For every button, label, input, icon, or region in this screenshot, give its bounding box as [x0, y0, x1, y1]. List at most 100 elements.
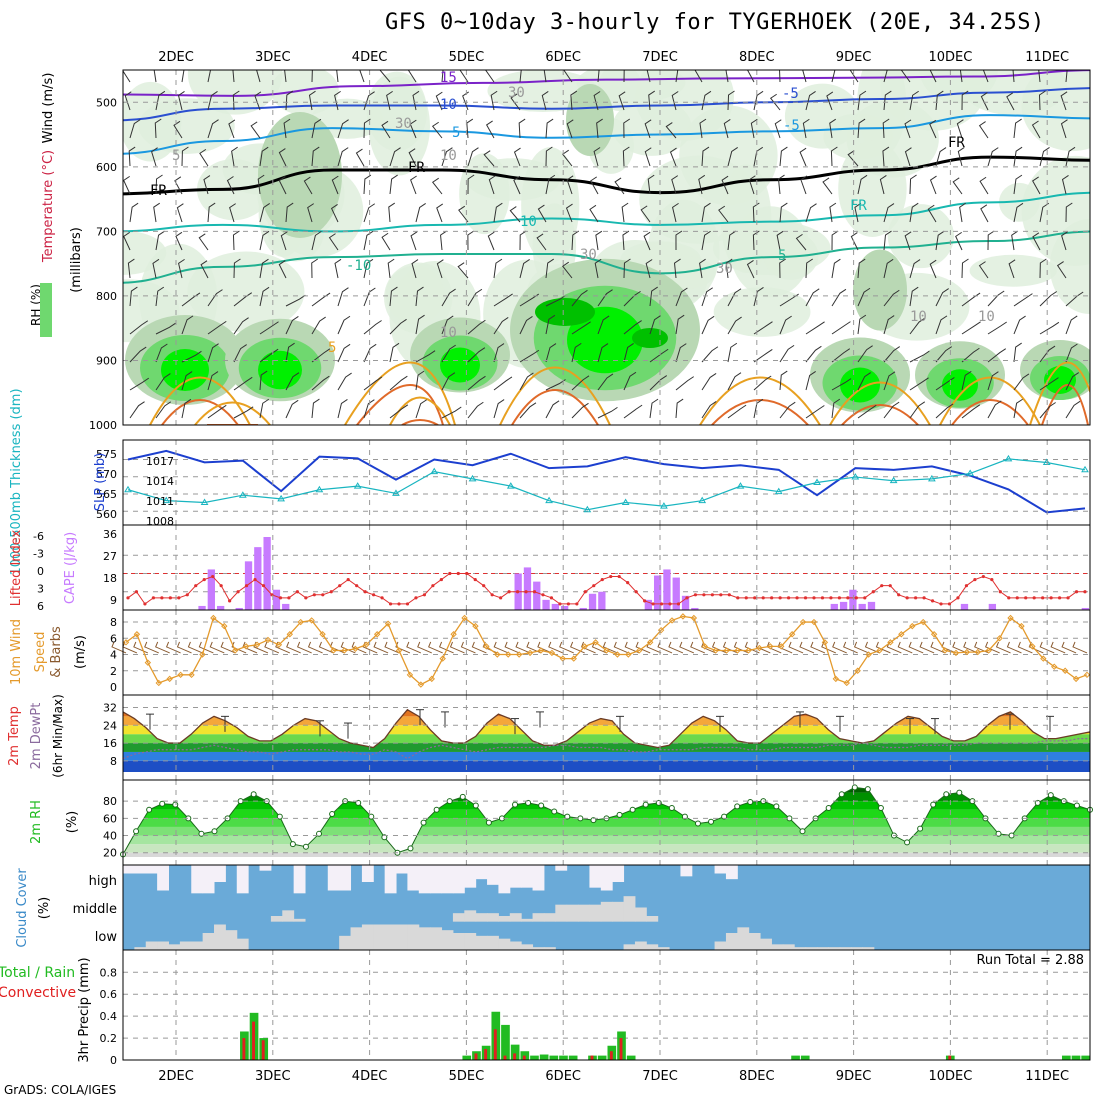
wind-speed-marker — [199, 651, 206, 658]
cloud-low-bar — [657, 947, 670, 950]
cape-bar — [598, 591, 606, 610]
wind-barb — [467, 347, 486, 363]
y-axis-label: 10m Wind — [9, 619, 24, 685]
wind-barb — [883, 230, 892, 251]
date-label-bottom: 10DEC — [928, 1069, 972, 1084]
lifted-index-point — [1066, 596, 1070, 600]
wind-barb — [673, 258, 681, 279]
lifted-index-point — [770, 596, 774, 600]
thickness-marker — [736, 482, 745, 489]
wind-barb — [904, 147, 912, 167]
wind-barb — [545, 295, 566, 307]
rh-shading — [258, 112, 342, 238]
wind-barb — [441, 288, 456, 307]
cloud-low-bar — [384, 924, 397, 950]
wind-barb — [407, 70, 417, 83]
wind-barb — [519, 70, 522, 83]
cape-bar — [244, 561, 253, 610]
wind-barb — [1011, 230, 1018, 251]
cloud-low-bar — [407, 924, 420, 950]
cloud-high-bar — [157, 865, 170, 891]
wind-barb — [909, 90, 919, 111]
lifted-index-point — [668, 602, 672, 606]
wind-speed-marker — [876, 647, 883, 654]
wind-barb — [231, 641, 247, 654]
wind-barb — [1032, 176, 1041, 195]
wind-barb — [504, 641, 520, 654]
wind-barb — [930, 641, 946, 654]
cloud-low-bar — [202, 933, 215, 950]
rh-shading — [385, 265, 445, 325]
isotherm-label: FR — [408, 160, 425, 176]
cape-bar — [988, 603, 997, 610]
wind-barb — [340, 641, 356, 654]
y-tick-label: 24 — [103, 719, 117, 732]
cloud-high-bar — [509, 865, 522, 888]
thickness-marker — [621, 498, 630, 505]
wind-barb — [337, 398, 348, 419]
y-tick-label: 36 — [103, 528, 117, 541]
wind-barb — [337, 119, 349, 139]
wind-barb — [493, 202, 503, 223]
y-tick-label: 560 — [96, 508, 117, 521]
lifted-index-point — [490, 593, 494, 597]
wind-barb — [561, 261, 573, 279]
lifted-index-point — [761, 596, 765, 600]
wind-barb — [409, 119, 417, 139]
wind-barb — [900, 70, 911, 83]
rh2m-marker — [472, 802, 479, 809]
wind-barb — [857, 174, 868, 195]
wind-barb — [593, 147, 601, 167]
wind-speed-marker — [745, 647, 752, 654]
wind-barb — [927, 204, 937, 223]
run-total-label: Run Total = 2.88 — [976, 953, 1084, 968]
wind-barb — [883, 203, 895, 223]
lifted-index-point — [321, 593, 325, 597]
wind-barb — [727, 404, 747, 419]
thickness-marker — [1081, 465, 1089, 473]
lifted-index-point — [795, 596, 799, 600]
cloud-high-bar — [202, 865, 215, 894]
cloud-low-bar — [532, 947, 545, 950]
wind-barb — [436, 259, 444, 279]
wind-barb — [909, 286, 919, 307]
wind-barb — [283, 118, 291, 139]
wind-barb — [336, 70, 339, 83]
wind-barb — [750, 118, 758, 139]
wind-speed-marker — [210, 614, 217, 622]
wind-barb — [389, 286, 398, 307]
lifted-index-point — [575, 602, 579, 606]
lifted-index-point — [126, 596, 130, 600]
wind-speed-marker — [221, 622, 228, 630]
wind-barb — [857, 287, 871, 307]
temp-band — [123, 743, 1090, 752]
wind-barb — [233, 317, 249, 335]
cloud-low-bar — [350, 927, 363, 950]
cloud-high-bar — [600, 865, 613, 891]
wind-barb — [1012, 70, 1015, 83]
wind-barb — [543, 70, 547, 83]
rh2m-marker — [420, 819, 427, 826]
wind-speed-marker — [231, 647, 239, 654]
wind-barb — [643, 231, 651, 251]
wind-speed-marker — [854, 667, 861, 674]
wind-barb — [721, 175, 729, 195]
wind-barb — [671, 91, 679, 111]
wind-barb — [727, 147, 738, 167]
rh-shading — [535, 298, 595, 326]
wind-barb — [127, 258, 135, 279]
lifted-index-point — [346, 577, 350, 582]
cape-bar — [681, 595, 690, 610]
wind-barb — [232, 90, 240, 111]
wind-barb — [1038, 70, 1041, 83]
wind-barb — [565, 203, 573, 223]
rh2m-marker — [289, 841, 296, 848]
lifted-index-point — [1032, 596, 1036, 600]
lifted-index-point — [947, 602, 952, 606]
wind-barb — [883, 401, 900, 419]
wind-speed-marker — [352, 645, 359, 653]
lifted-index-point — [829, 596, 833, 600]
rh2m-marker — [694, 820, 701, 827]
cape-bar — [849, 589, 857, 610]
wind-speed-marker — [505, 651, 512, 658]
